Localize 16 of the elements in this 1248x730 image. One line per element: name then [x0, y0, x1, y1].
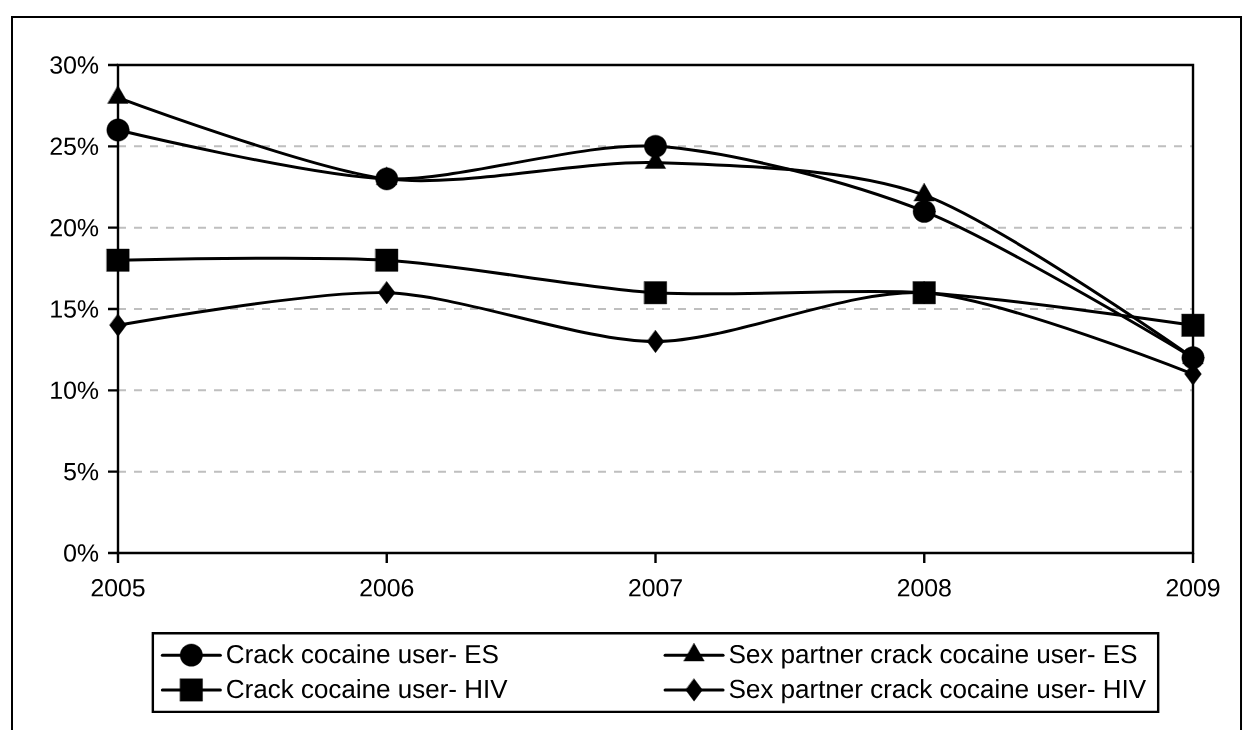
- x-tick-label: 2007: [629, 579, 682, 597]
- x-tick-label: 2009: [1166, 579, 1220, 597]
- y-tick-label: 15%: [51, 300, 99, 318]
- y-tick-label: 30%: [50, 56, 99, 74]
- x-tick-label: 2005: [91, 579, 145, 597]
- legend-label: Sex partner crack cocaine user- HIV: [729, 679, 1146, 704]
- y-tick-label: 25%: [50, 137, 99, 156]
- legend-label: Crack cocaine user- HIV: [227, 679, 508, 699]
- x-tick-label: 2008: [897, 579, 951, 597]
- x-tick-label: 2006: [360, 579, 414, 597]
- legend-label: Crack cocaine user- ES: [227, 644, 498, 664]
- y-tick-label: 5%: [64, 462, 99, 481]
- y-tick-label: 20%: [50, 218, 99, 237]
- legend-label: Sex partner crack cocaine user- ES: [729, 644, 1137, 669]
- y-tick-label: 10%: [51, 381, 99, 400]
- y-tick-label: 0%: [64, 544, 99, 562]
